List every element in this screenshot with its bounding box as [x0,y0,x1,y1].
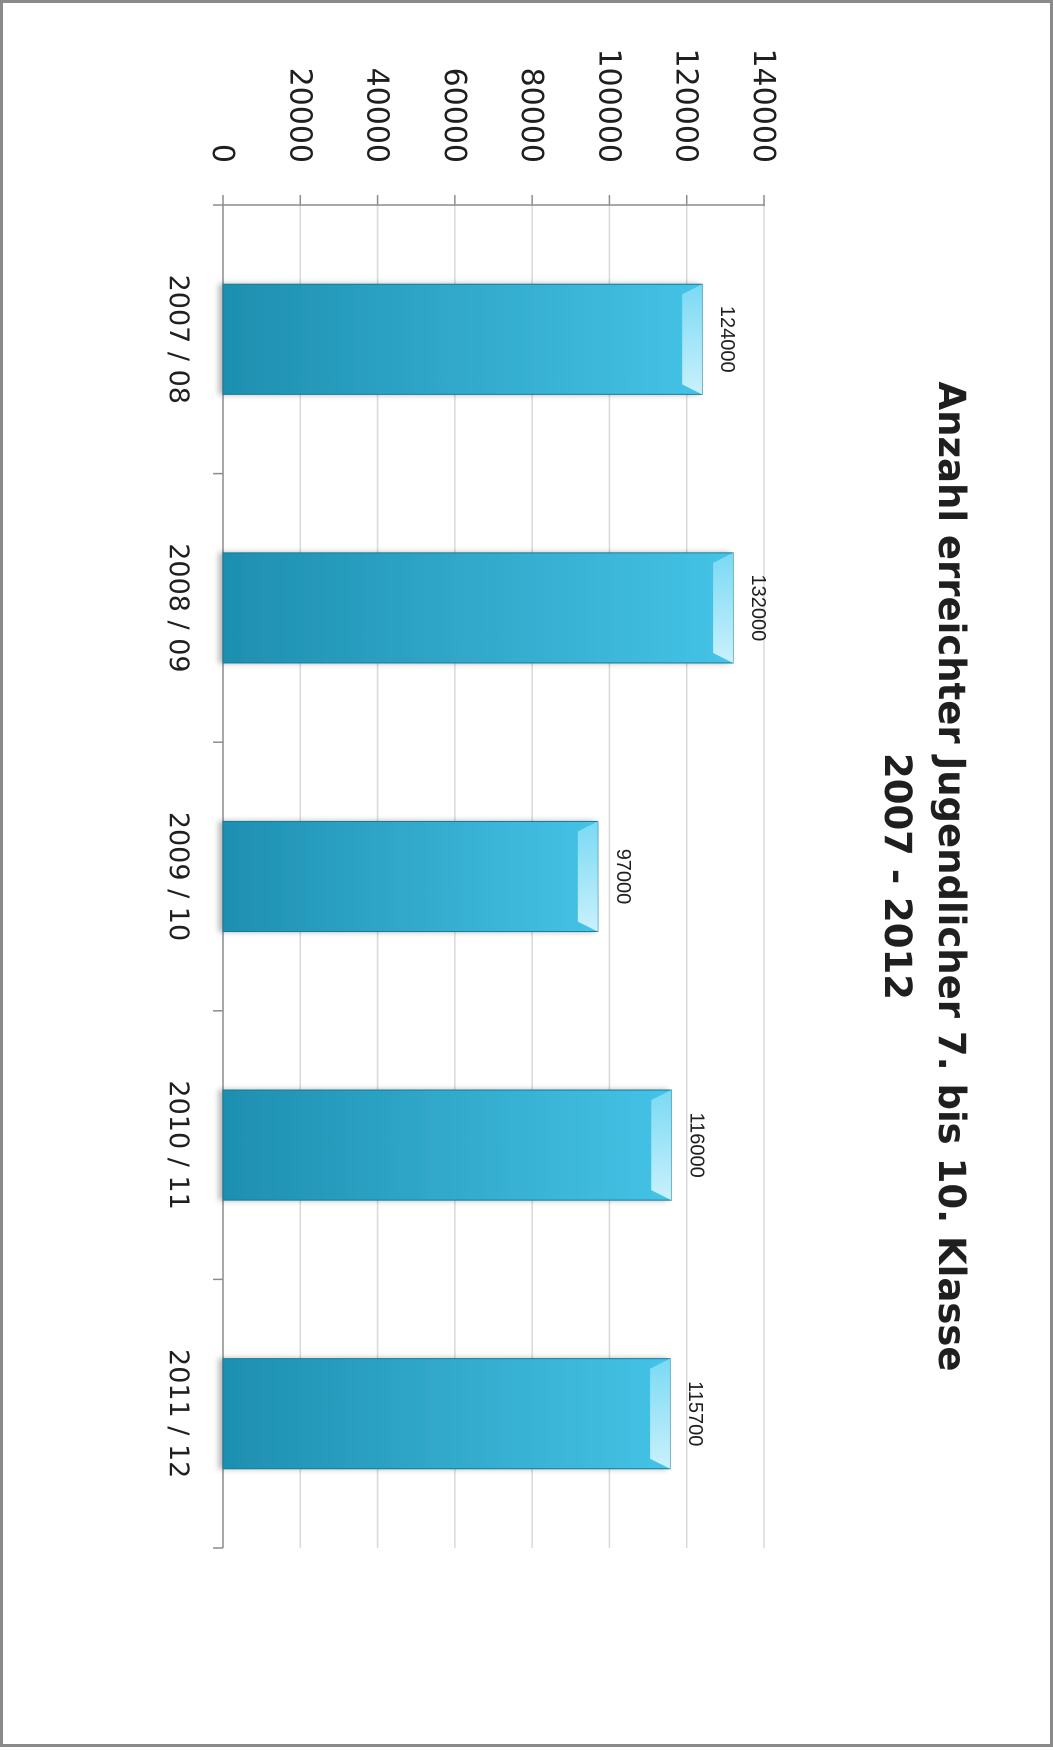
bar-bevel [650,1358,671,1469]
bar-chart: 0 20000 40000 60000 80000 100000 120000 140000 2… [163,48,781,1549]
bars [222,283,734,1470]
bar [222,552,734,664]
y-tick-label: 60000 [437,68,472,163]
bar-bevel [682,284,703,395]
y-tick-label: 120000 [669,48,704,163]
data-label: 115700 [684,1381,706,1446]
category-label: 2009 / 10 [163,812,194,941]
bar [222,1089,672,1201]
y-tick-label: 0 [205,144,240,163]
bar [222,820,599,933]
category-label: 2011 / 12 [163,1349,194,1478]
data-label: 97000 [612,849,634,905]
y-tick-label: 100000 [591,48,626,163]
chart-stage: Anzahl erreichter Jugendlicher 7. bis 10… [3,3,1053,1750]
data-label: 132000 [747,575,769,642]
y-tick-label: 20000 [282,68,317,163]
category-label: 2007 / 08 [163,275,194,404]
data-label: 124000 [716,306,738,373]
y-tick-label: 40000 [360,68,395,163]
bar [222,283,703,395]
y-tick-label: 80000 [514,68,549,163]
bar [222,1358,671,1470]
bar-bevel [577,821,598,932]
category-label: 2008 / 09 [163,543,194,672]
bar-bevel [651,1090,672,1201]
labels: 0 20000 40000 60000 80000 100000 120000 140000 2… [163,48,781,1478]
data-label: 116000 [685,1112,707,1177]
bar-bevel [713,552,734,663]
y-tick-label: 140000 [746,48,781,163]
category-label: 2010 / 11 [163,1080,194,1209]
